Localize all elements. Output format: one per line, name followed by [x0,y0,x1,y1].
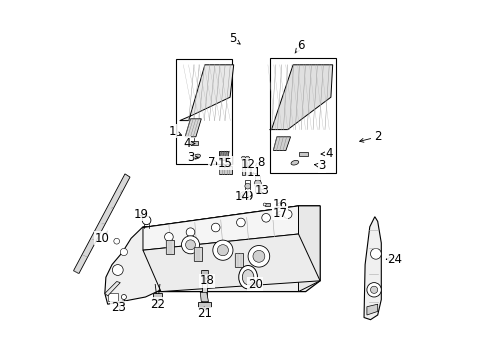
Circle shape [212,240,232,260]
Circle shape [181,236,199,254]
Circle shape [252,251,264,262]
Circle shape [185,240,195,250]
Circle shape [164,233,173,241]
Polygon shape [142,206,320,228]
Polygon shape [142,206,320,292]
Polygon shape [269,65,332,130]
Circle shape [112,265,123,275]
Text: 22: 22 [150,298,164,311]
Polygon shape [200,292,208,302]
Circle shape [120,248,127,256]
Text: 5: 5 [229,32,240,45]
Polygon shape [185,119,201,137]
Text: 17: 17 [272,207,286,220]
Bar [176,59,231,164]
Circle shape [263,212,265,215]
Text: 7: 7 [208,156,217,168]
Text: 2: 2 [359,130,381,143]
Text: 15: 15 [218,157,232,170]
Polygon shape [152,293,162,300]
Polygon shape [366,304,377,315]
Polygon shape [298,152,307,156]
Text: 14: 14 [234,190,249,203]
Text: 21: 21 [197,307,212,320]
Polygon shape [255,176,260,192]
Bar [235,253,243,267]
Circle shape [244,183,250,189]
Polygon shape [73,174,130,274]
Polygon shape [179,65,233,121]
Text: 10: 10 [95,231,109,245]
Circle shape [186,228,194,237]
Text: 3: 3 [186,151,198,164]
Circle shape [263,203,265,206]
Circle shape [142,216,151,225]
Text: 6: 6 [294,39,304,53]
Text: 3: 3 [314,159,325,172]
Circle shape [370,248,381,259]
Polygon shape [363,217,381,320]
Circle shape [283,210,291,219]
Polygon shape [200,302,208,305]
Text: 20: 20 [247,278,262,291]
Text: 4: 4 [183,137,195,150]
Bar [166,240,174,254]
Text: 13: 13 [255,184,269,197]
Circle shape [217,245,228,256]
Polygon shape [244,180,250,193]
Bar [242,157,244,175]
Polygon shape [298,206,320,292]
Bar [194,247,202,261]
Polygon shape [200,270,208,274]
Polygon shape [107,293,118,301]
Circle shape [242,194,244,197]
Polygon shape [273,137,290,150]
Polygon shape [202,270,206,305]
Text: 23: 23 [111,301,126,314]
Text: 1: 1 [168,125,182,138]
Circle shape [121,294,126,300]
Text: 8: 8 [254,156,264,169]
Circle shape [236,218,244,227]
Circle shape [240,192,246,198]
Circle shape [244,156,249,161]
Text: 19: 19 [133,208,148,221]
Circle shape [241,156,245,161]
Text: 18: 18 [199,274,214,287]
Text: 4: 4 [321,147,332,160]
Ellipse shape [290,161,298,165]
Ellipse shape [238,266,257,289]
Ellipse shape [242,270,253,285]
Polygon shape [265,212,270,215]
Polygon shape [265,203,270,206]
Polygon shape [198,302,211,307]
Bar [218,166,232,174]
Ellipse shape [244,166,249,170]
Circle shape [254,180,261,187]
Circle shape [370,286,377,293]
Polygon shape [189,141,198,145]
Polygon shape [142,234,320,292]
Polygon shape [219,151,228,160]
Circle shape [366,283,381,297]
Bar [269,58,336,173]
Ellipse shape [192,154,200,159]
Bar [245,157,248,175]
Polygon shape [104,227,161,304]
Circle shape [114,238,120,244]
Circle shape [247,246,269,267]
Polygon shape [142,206,298,250]
Text: 11: 11 [246,166,261,179]
Text: 9: 9 [244,190,252,203]
Text: 24: 24 [386,253,402,266]
Text: 12: 12 [240,158,255,171]
Circle shape [261,213,270,222]
Circle shape [211,223,220,232]
Polygon shape [104,282,120,296]
Text: 16: 16 [272,198,286,211]
